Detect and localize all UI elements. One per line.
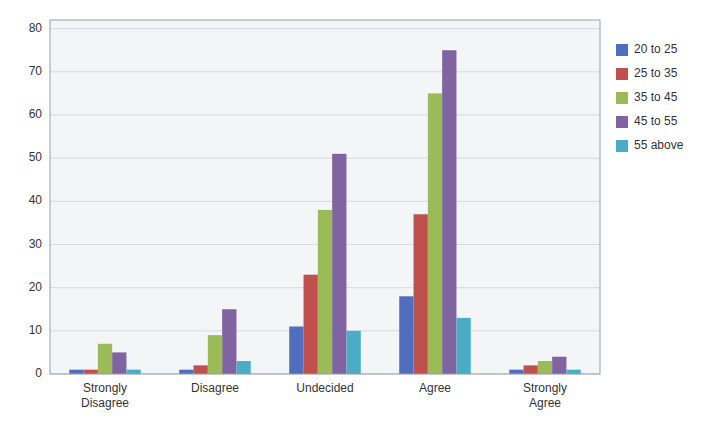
legend-swatch (616, 44, 628, 56)
bar (98, 344, 112, 374)
bar (442, 50, 456, 374)
legend-swatch (616, 68, 628, 80)
bar (126, 370, 140, 374)
grid-line (50, 158, 600, 159)
bar (194, 365, 208, 374)
x-tick-label: Agree (419, 381, 451, 395)
plot-frame (50, 20, 600, 374)
bar (236, 361, 250, 374)
y-tick-label: 60 (29, 107, 43, 121)
bar (289, 327, 303, 374)
x-tick-label: Undecided (296, 381, 353, 395)
grid-line (50, 201, 600, 202)
bar (456, 318, 470, 374)
x-tick-label-line: Strongly (523, 381, 567, 395)
y-tick-label: 0 (35, 366, 42, 380)
legend-swatch (616, 116, 628, 128)
x-tick-label: StronglyAgree (523, 381, 567, 410)
grid-line (50, 114, 600, 115)
y-tick-label: 40 (29, 193, 43, 207)
x-tick-label-line: Disagree (191, 381, 239, 395)
x-tick-label-line: Strongly (83, 381, 127, 395)
bar (538, 361, 552, 374)
bar (566, 370, 580, 374)
bar (399, 296, 413, 374)
bar (509, 370, 523, 374)
legend-label: 35 to 45 (634, 90, 678, 104)
y-tick-label: 70 (29, 64, 43, 78)
grid (50, 29, 600, 374)
y-tick-label: 50 (29, 150, 43, 164)
bar (84, 370, 98, 374)
bar (332, 154, 346, 374)
bar (208, 335, 222, 374)
legend: 20 to 25 25 to 35 35 to 45 45 to 55 55 above (616, 42, 684, 152)
grid-line (50, 71, 600, 72)
bar (346, 331, 360, 374)
bar (552, 357, 566, 374)
legend-label: 20 to 25 (634, 42, 678, 56)
chart-container: 01020304050607080StronglyDisagreeDisagre… (0, 0, 720, 436)
y-tick-label: 30 (29, 237, 43, 251)
bar (304, 275, 318, 374)
x-tick-label: Disagree (191, 381, 239, 395)
chart-svg: 01020304050607080StronglyDisagreeDisagre… (0, 0, 720, 436)
legend-label: 45 to 55 (634, 114, 678, 128)
x-tick-label: StronglyDisagree (81, 381, 129, 410)
x-tick-label-line: Agree (419, 381, 451, 395)
bar (318, 210, 332, 374)
y-tick-label: 10 (29, 323, 43, 337)
x-tick-label-line: Undecided (296, 381, 353, 395)
bar (179, 370, 193, 374)
y-tick-label: 20 (29, 280, 43, 294)
bar (112, 352, 126, 374)
bar (414, 214, 428, 374)
legend-label: 55 above (634, 138, 684, 152)
legend-swatch (616, 92, 628, 104)
x-tick-label-line: Agree (529, 396, 561, 410)
legend-label: 25 to 35 (634, 66, 678, 80)
bar (428, 93, 442, 374)
legend-swatch (616, 140, 628, 152)
bars (69, 50, 581, 374)
grid-line (50, 28, 600, 29)
bar (69, 370, 83, 374)
plot-background (50, 20, 600, 374)
bar (524, 365, 538, 374)
x-tick-label-line: Disagree (81, 396, 129, 410)
y-tick-label: 80 (29, 21, 43, 35)
bar (222, 309, 236, 374)
